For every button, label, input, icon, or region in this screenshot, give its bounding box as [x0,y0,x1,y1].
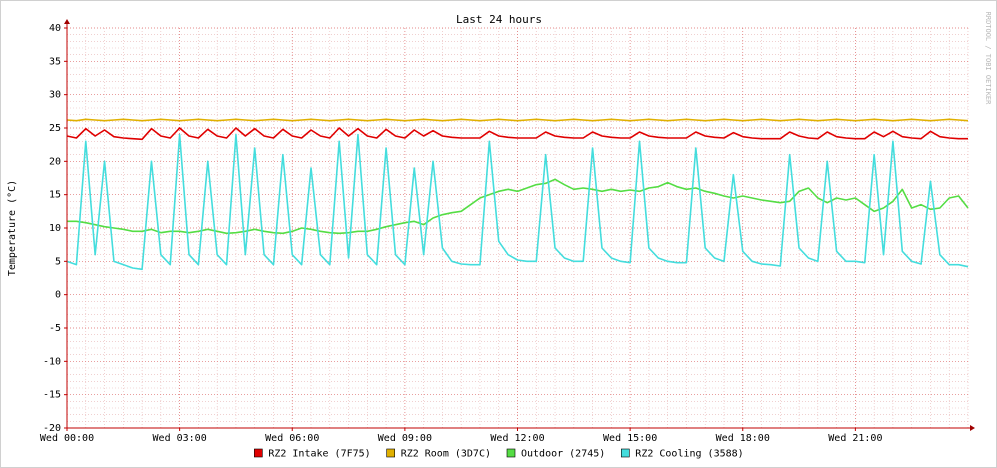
series-line [67,178,969,235]
legend-swatch [620,448,630,458]
y-tick-label: -10 [43,356,61,367]
y-tick-label: 40 [49,23,61,34]
legend-swatch [386,448,395,458]
y-tick-label: 25 [49,123,61,134]
x-tick-label: Wed 03:00 [153,433,207,444]
series-line [66,127,968,141]
y-tick-label: 5 [55,256,61,267]
y-tick-label: 15 [49,190,61,201]
x-tick-label: Wed 18:00 [716,433,770,444]
legend-label: RZ2 Room (3D7C) [401,449,491,460]
y-tick-label: 10 [49,223,61,234]
legend-label: RZ2 Cooling (3588) [635,449,743,460]
y-tick-label: -15 [43,390,61,401]
axes [64,19,975,431]
legend-label: Outdoor (2745) [521,449,605,460]
y-tick-label: 20 [49,156,61,167]
legend-item: RZ2 Cooling (3588) [620,448,744,460]
y-tick-label: -20 [43,423,61,434]
x-tick-label: Wed 09:00 [378,433,432,444]
legend-swatch [506,448,516,458]
legend-swatch [254,448,263,458]
y-tick-label: 35 [49,56,61,67]
x-tick-label: Wed 15:00 [603,433,657,444]
y-tick-label: -5 [49,323,61,334]
legend-item: RZ2 Room (3D7C) [386,448,491,460]
plot-lines [66,118,969,271]
chart-title: Last 24 hours [456,13,542,26]
x-tick-label: Wed 12:00 [490,433,544,444]
series-line [66,133,969,271]
y-axis-label: Temperature (°C) [7,180,18,276]
y-tick-label: 30 [49,90,61,101]
x-tick-label: Wed 06:00 [265,433,319,444]
legend-item: RZ2 Intake (7F75) [254,448,371,460]
legend: RZ2 Intake (7F75) RZ2 Room (3D7C) Outdoor … [254,448,744,460]
x-tick-label: Wed 21:00 [828,433,882,444]
legend-item: Outdoor (2745) [506,448,605,460]
legend-label: RZ2 Intake (7F75) [268,449,370,460]
series-line [66,118,969,122]
x-arrow [970,425,975,431]
watermark: RRDTOOL / TOBI OETIKER [984,12,992,106]
y-arrow [64,19,70,24]
y-tick-label: 0 [55,290,61,301]
x-tick-label: Wed 00:00 [40,433,94,444]
